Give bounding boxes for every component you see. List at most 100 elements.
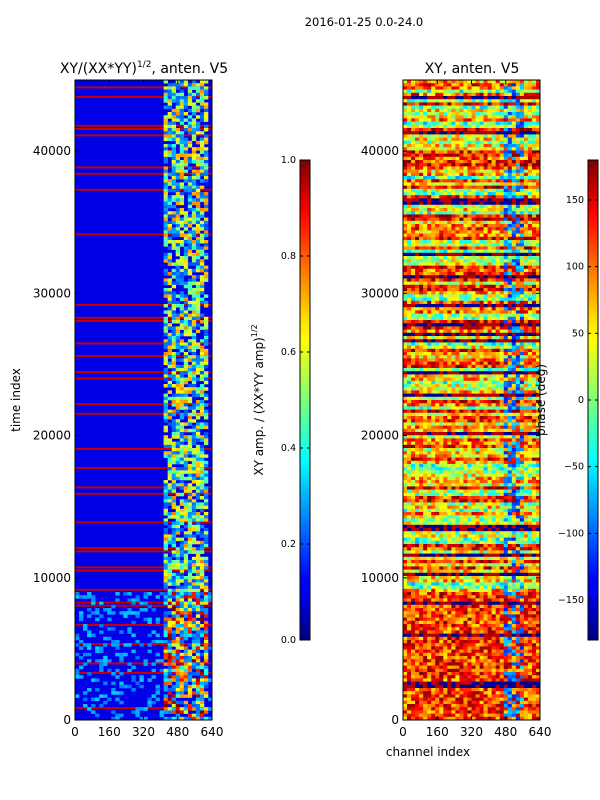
phase-heatmap-cell <box>475 192 480 196</box>
phase-heatmap-cell <box>419 249 424 254</box>
amplitude-heatmap-cell <box>167 137 173 142</box>
phase-heatmap-cell <box>403 265 408 270</box>
phase-heatmap-cell <box>527 352 533 356</box>
x-tick-label: 0 <box>71 725 79 739</box>
phase-heatmap-cell <box>475 201 480 206</box>
amplitude-heatmap-cell <box>179 636 185 641</box>
phase-heatmap-cell <box>483 259 488 263</box>
amplitude-heatmap-cell <box>175 470 181 474</box>
amplitude-heatmap-cell <box>187 108 193 113</box>
phase-heatmap-cell <box>499 150 505 154</box>
amplitude-heatmap-cell <box>179 371 185 375</box>
phase-heatmap-cell <box>427 195 432 199</box>
phase-heatmap-cell <box>519 195 525 199</box>
amplitude-heatmap-cell <box>183 83 189 87</box>
phase-heatmap-cell <box>443 345 448 350</box>
amplitude-heatmap-cell <box>171 428 177 433</box>
phase-heatmap-cell <box>455 102 460 106</box>
amplitude-heatmap-cell <box>163 569 168 574</box>
amplitude-heatmap-cell <box>183 688 189 692</box>
phase-heatmap-cell <box>519 156 525 161</box>
phase-heatmap-cell <box>523 329 529 334</box>
phase-heatmap-cell <box>459 201 464 206</box>
phase-heatmap-cell <box>531 230 537 234</box>
amplitude-heatmap-cell <box>195 188 201 193</box>
amplitude-heatmap-cell <box>175 454 181 458</box>
amplitude-heatmap-cell <box>179 121 185 126</box>
phase-heatmap-cell <box>435 326 440 330</box>
phase-heatmap-cell <box>471 217 476 222</box>
amplitude-heatmap-cell <box>183 451 189 455</box>
amplitude-heatmap-cell <box>199 496 205 500</box>
amplitude-heatmap-cell <box>111 681 116 686</box>
phase-heatmap-cell <box>499 240 505 244</box>
phase-heatmap-cell <box>495 134 501 138</box>
amplitude-panel-title: XY/(XX*YY)1/2, anten. V5 <box>60 60 228 77</box>
phase-heatmap-cell <box>487 342 492 346</box>
amplitude-heatmap-cell <box>171 608 177 612</box>
amplitude-heatmap-cell <box>175 553 181 558</box>
phase-heatmap-cell <box>483 224 488 228</box>
phase-heatmap-cell <box>463 112 468 116</box>
amplitude-heatmap-cell <box>175 617 181 622</box>
phase-heatmap-cell <box>479 86 484 90</box>
phase-heatmap-cell <box>495 150 501 154</box>
phase-heatmap-cell <box>459 105 464 110</box>
phase-heatmap-cell <box>403 326 408 330</box>
phase-heatmap-cell <box>491 150 496 154</box>
phase-heatmap-cell <box>419 326 424 330</box>
phase-heatmap-cell <box>463 185 468 190</box>
phase-heatmap-cell <box>419 140 424 145</box>
phase-heatmap-cell <box>407 304 412 308</box>
amplitude-heatmap-cell <box>195 361 201 366</box>
amplitude-heatmap-cell <box>187 684 193 689</box>
phase-heatmap-cell <box>439 323 444 327</box>
phase-heatmap-cell <box>439 336 444 340</box>
amplitude-heatmap-cell <box>199 566 205 570</box>
amplitude-heatmap-cell <box>147 704 152 708</box>
amplitude-heatmap-cell <box>183 332 189 337</box>
phase-heatmap-cell <box>423 230 428 234</box>
amplitude-heatmap-cell <box>175 246 181 250</box>
amplitude-heatmap-cell <box>175 428 181 433</box>
amplitude-heatmap-cell <box>183 233 189 238</box>
phase-heatmap-cell <box>483 336 488 340</box>
amplitude-heatmap-cell <box>151 608 156 612</box>
phase-heatmap-cell <box>463 297 468 302</box>
phase-heatmap-cell <box>403 323 408 327</box>
amplitude-heatmap-cell <box>207 592 213 596</box>
amplitude-heatmap-cell <box>183 160 189 164</box>
phase-heatmap-cell <box>431 336 436 340</box>
amplitude-heatmap-cell <box>107 608 112 612</box>
phase-heatmap-cell <box>427 188 432 193</box>
phase-heatmap-cell <box>419 185 424 190</box>
phase-heatmap-cell <box>451 224 456 228</box>
phase-heatmap-cell <box>451 284 456 289</box>
amplitude-heatmap-cell <box>191 291 197 295</box>
phase-heatmap-cell <box>527 224 533 228</box>
phase-heatmap-cell <box>483 192 488 196</box>
amplitude-heatmap-cell <box>187 387 193 391</box>
phase-heatmap-cell <box>471 342 476 346</box>
amplitude-heatmap-cell <box>167 240 173 244</box>
phase-heatmap-cell <box>459 192 464 196</box>
phase-heatmap-cell <box>443 176 448 180</box>
phase-heatmap-cell <box>435 172 440 177</box>
phase-heatmap-cell <box>531 332 537 337</box>
phase-heatmap-cell <box>519 179 525 183</box>
amplitude-heatmap-cell <box>179 707 185 711</box>
amplitude-heatmap-cell <box>187 662 193 666</box>
phase-heatmap-cell <box>407 128 412 132</box>
amplitude-heatmap-cell <box>171 169 177 174</box>
phase-heatmap-cell <box>487 80 492 84</box>
phase-heatmap-cell <box>503 265 509 270</box>
phase-heatmap-cell <box>471 144 476 148</box>
amplitude-heatmap-cell <box>195 428 201 433</box>
phase-heatmap-cell <box>447 294 452 298</box>
phase-heatmap-cell <box>451 179 456 183</box>
phase-heatmap-cell <box>491 272 496 276</box>
phase-heatmap-cell <box>451 304 456 308</box>
amplitude-heatmap-cell <box>167 224 173 228</box>
amplitude-heatmap-cell <box>187 179 193 183</box>
phase-heatmap-cell <box>507 86 513 90</box>
